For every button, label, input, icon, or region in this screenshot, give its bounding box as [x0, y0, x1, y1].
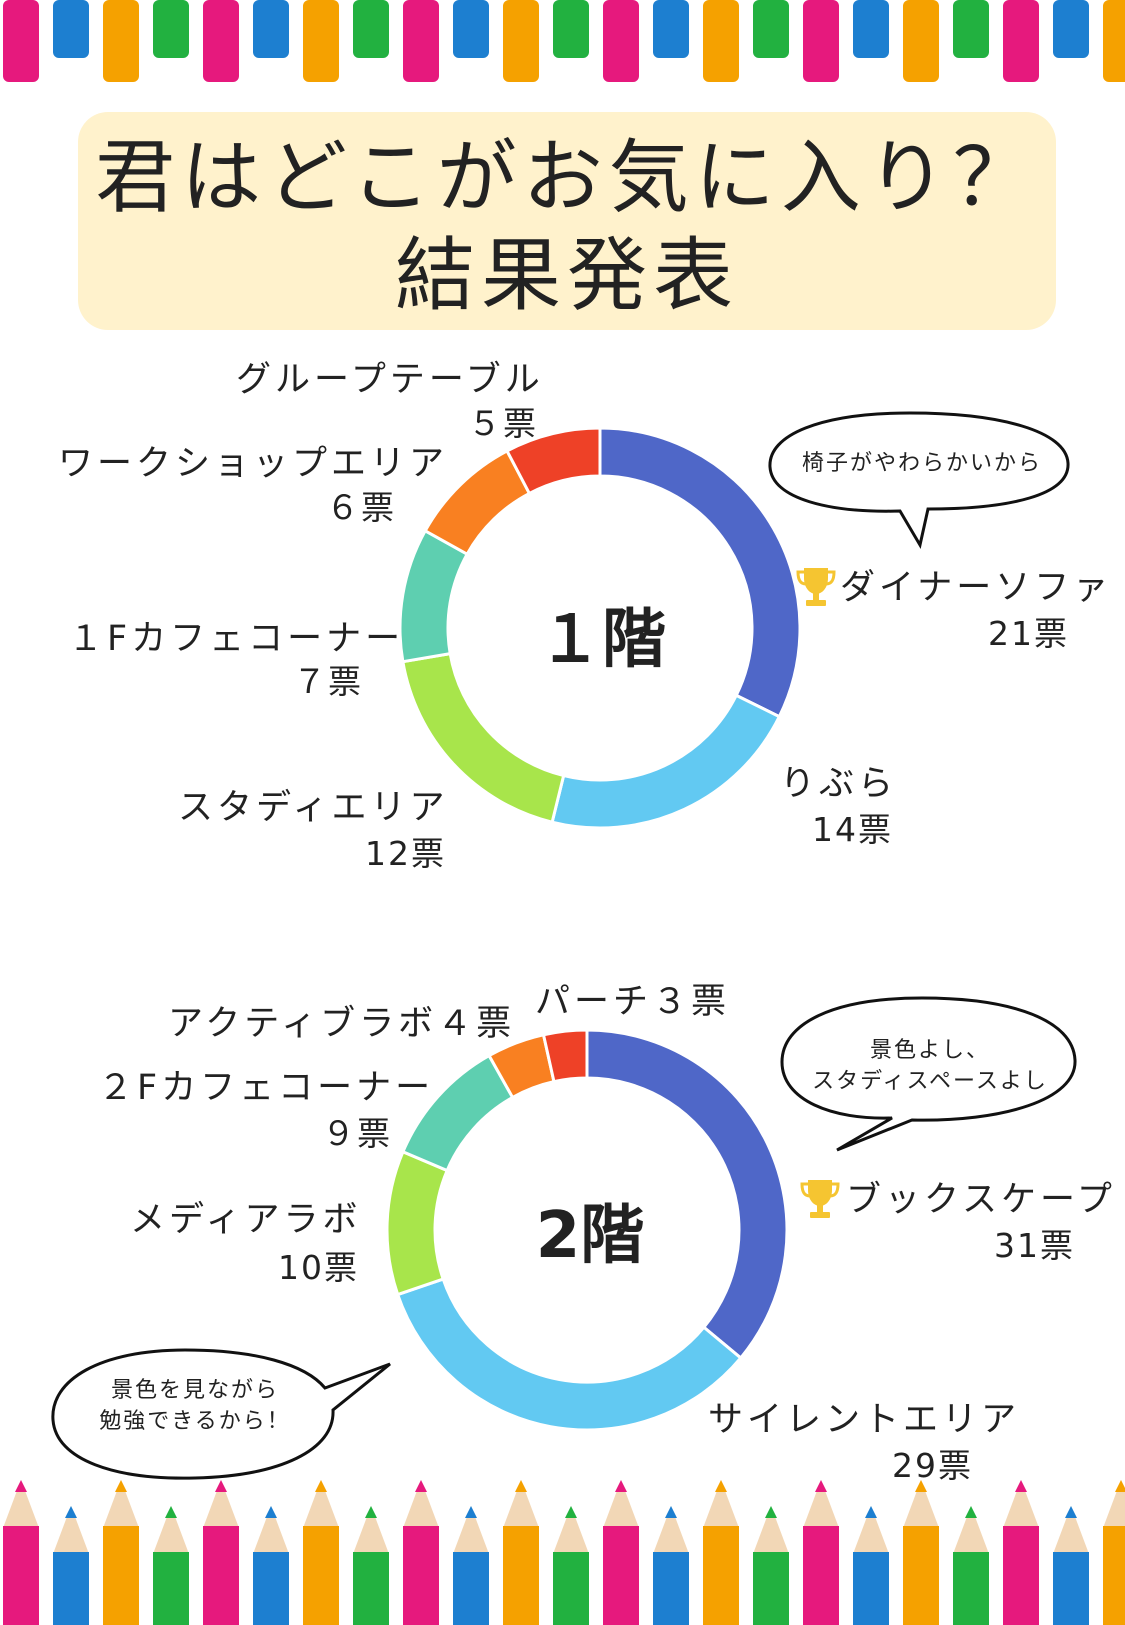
- floor2-slice-1: [395, 1277, 743, 1432]
- votes-study-area: 12票: [365, 834, 446, 873]
- pencil-icon: [453, 1506, 489, 1625]
- votes-bookscape: 31票: [994, 1226, 1075, 1265]
- votes-1f-cafe: ７票: [293, 662, 363, 701]
- label-1f-cafe: １Fカフェコーナー: [68, 619, 405, 659]
- pencil-icon: [1103, 0, 1125, 82]
- pencil-icon: [753, 1506, 789, 1625]
- floor1-slice-5: [505, 426, 602, 496]
- floor1-donut-chart: [398, 426, 802, 830]
- trophy-icon: [800, 1180, 840, 1218]
- floor1-slice-1: [550, 693, 782, 830]
- pencil-icon: [853, 1506, 889, 1625]
- label-media-lab: メディアラボ: [130, 1200, 362, 1240]
- floor2-donut-chart: [385, 1028, 789, 1432]
- pencil-icon: [53, 0, 89, 58]
- floor2-center-label: 2階: [535, 1199, 645, 1273]
- pencil-icon: [3, 0, 39, 82]
- pencil-icon: [253, 0, 289, 58]
- pencil-icon: [653, 0, 689, 58]
- pencil-icon: [953, 1506, 989, 1625]
- votes-silent-area: 29票: [892, 1446, 973, 1485]
- pencil-icon: [153, 1506, 189, 1625]
- pencil-icon: [103, 1480, 139, 1625]
- votes-diner-sofa: 21票: [988, 614, 1069, 653]
- label-study-area: スタディエリア: [178, 788, 449, 828]
- pencil-icon: [353, 1506, 389, 1625]
- floor2-slice-5: [541, 1028, 589, 1084]
- pencil-icon: [53, 1506, 89, 1625]
- floor1-comment: 椅子がやわらかいから: [801, 451, 1042, 476]
- pencil-icon: [403, 1480, 439, 1625]
- pencil-icon: [453, 0, 489, 58]
- pencil-icon: [303, 1480, 339, 1625]
- pencil-icon: [903, 0, 939, 82]
- pencil-icon: [103, 0, 139, 82]
- pencil-icon: [753, 0, 789, 58]
- pencil-border-bottom: [3, 1480, 1125, 1625]
- label-porch: パーチ３票: [535, 982, 731, 1022]
- label-workshop-area: ワークショップエリア: [58, 444, 449, 484]
- floor2-comment2-line2: 勉強できるから！: [99, 1409, 291, 1434]
- pencil-icon: [903, 1480, 939, 1625]
- pencil-icon: [603, 0, 639, 82]
- pencil-icon: [203, 0, 239, 82]
- pencil-icon: [553, 0, 589, 58]
- label-bookscape: ブックスケープ: [846, 1180, 1116, 1220]
- pencil-border-top: [3, 0, 1125, 82]
- pencil-icon: [3, 1480, 39, 1625]
- label-libra: りぶら: [780, 764, 898, 804]
- pencil-icon: [203, 1480, 239, 1625]
- votes-media-lab: 10票: [278, 1248, 359, 1287]
- speech-bubble-1: [768, 411, 1070, 550]
- label-diner-sofa: ダイナーソファ: [840, 568, 1113, 608]
- pencil-icon: [603, 1480, 639, 1625]
- label-group-table: グループテーブル: [236, 360, 544, 400]
- floor1-center-label: １階: [538, 603, 666, 677]
- votes-libra: 14票: [812, 810, 893, 849]
- trophy-icon: [796, 568, 836, 606]
- pencil-icon: [803, 1480, 839, 1625]
- pencil-icon: [953, 0, 989, 58]
- floor2-comment2-line1: 景色を見ながら: [110, 1378, 279, 1403]
- speech-bubble-3: [51, 1348, 391, 1480]
- page-title: 君はどこがお気に入り？: [95, 131, 1039, 224]
- label-silent-area: サイレントエリア: [708, 1400, 1021, 1440]
- floor2-comment-line2: スタディスペースよし: [812, 1069, 1048, 1094]
- pencil-icon: [503, 0, 539, 82]
- pencil-icon: [503, 1480, 539, 1625]
- pencil-icon: [1003, 1480, 1039, 1625]
- pencil-icon: [653, 1506, 689, 1625]
- pencil-icon: [1053, 0, 1089, 58]
- floor2-slice-2: [385, 1149, 450, 1297]
- pencil-icon: [303, 0, 339, 82]
- votes-group-table: ５票: [468, 404, 538, 443]
- pencil-icon: [1053, 1506, 1089, 1625]
- pencil-icon: [853, 0, 889, 58]
- votes-workshop-area: ６票: [326, 488, 396, 527]
- pencil-icon: [1003, 0, 1039, 82]
- pencil-icon: [153, 0, 189, 58]
- page-subtitle: 結果発表: [395, 229, 739, 322]
- pencil-icon: [403, 0, 439, 82]
- pencil-icon: [703, 0, 739, 82]
- pencil-icon: [253, 1506, 289, 1625]
- speech-bubble-2: [780, 996, 1077, 1152]
- pencil-icon: [553, 1506, 589, 1625]
- pencil-icon: [703, 1480, 739, 1625]
- label-active-lab: アクティブラボ４票: [168, 1004, 516, 1044]
- floor2-slice-0: [585, 1028, 789, 1361]
- votes-2f-cafe: ９票: [322, 1114, 392, 1153]
- floor2-comment-line1: 景色よし、: [869, 1038, 990, 1063]
- title-box: 君はどこがお気に入り？ 結果発表: [78, 112, 1056, 330]
- pencil-icon: [1103, 1480, 1125, 1625]
- pencil-icon: [353, 0, 389, 58]
- pencil-icon: [803, 0, 839, 82]
- label-2f-cafe: ２Fカフェコーナー: [98, 1068, 435, 1108]
